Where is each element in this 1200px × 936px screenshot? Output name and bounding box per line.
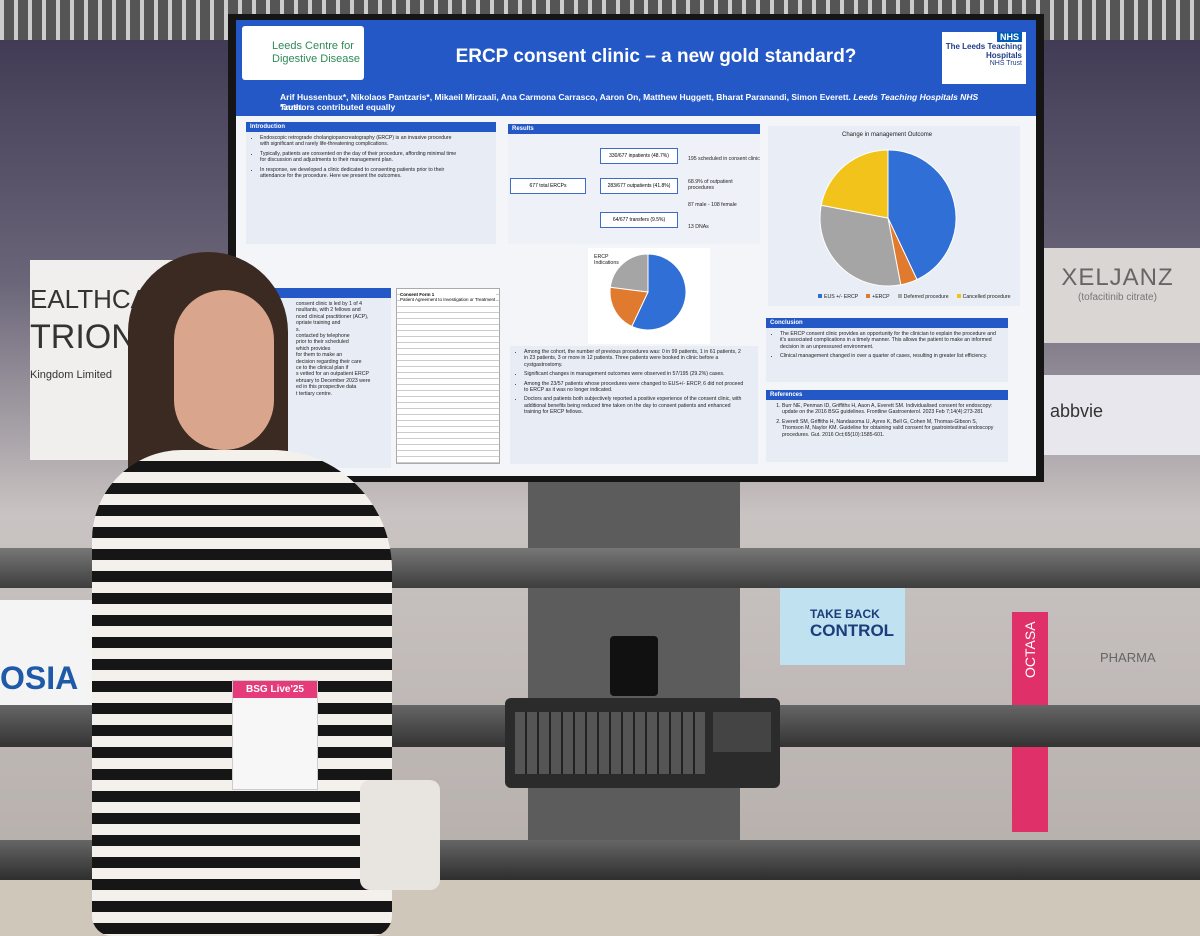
section-heading: Introduction [246, 122, 496, 132]
section-heading: Results [508, 124, 760, 134]
abbvie-stand: abbvie [1020, 375, 1200, 455]
bullet: Endoscopic retrograde cholangiopancreato… [260, 135, 460, 148]
touchpad [713, 712, 771, 752]
sign-text: TAKE BACK [810, 607, 880, 621]
legend-swatch [866, 294, 871, 298]
note: *authors contributed equally [280, 102, 396, 112]
method-line: for them to make an [296, 352, 343, 359]
flow-detail: 87 male - 108 female [688, 202, 737, 208]
osia-sign: OSIA [0, 600, 100, 720]
bullet: Significant changes in management outcom… [524, 371, 746, 377]
sign-text: CONTROL [810, 621, 895, 640]
pie-slice [820, 149, 889, 219]
results-text: Among the cohort, the number of previous… [510, 346, 758, 464]
sign-text: XELJANZ [1061, 264, 1174, 291]
method-line: which provides [296, 345, 331, 352]
reference: Everett SM, Griffiths H, Nandasoma U, Ay… [782, 419, 1000, 438]
sign-text: PHARMA [1100, 650, 1156, 665]
banner-text: Kingdom Limited [30, 369, 112, 381]
reference: Burr NE, Penman ID, Griffiths H, Aaon A,… [782, 403, 1000, 416]
bullet: In response, we developed a clinic dedic… [260, 167, 460, 180]
section-heading: References [766, 390, 1008, 400]
affiliation: Leeds Teaching Hospitals NHS Trust. [280, 92, 979, 112]
nhs-mark: NHS [996, 32, 1022, 42]
method-line: ce to the clinical plan if [296, 365, 349, 372]
legend-swatch [956, 294, 961, 298]
legend-label: Deferred procedure [903, 294, 949, 300]
poster-header [236, 20, 1036, 116]
bullet: Clinical management changed in over a qu… [780, 353, 1002, 359]
method-line: ed in this prospective data [296, 384, 357, 391]
pie-slice [631, 253, 687, 331]
authors: Arif Hussenbux*, Nikolaos Pantzaris*, Mi… [280, 92, 851, 102]
keys [515, 712, 705, 774]
method-line: opriate training and [296, 320, 341, 327]
sign-text: OSIA [0, 660, 79, 696]
authors-line: Arif Hussenbux*, Nikolaos Pantzaris*, Mi… [280, 92, 980, 112]
poster-title: ERCP consent clinic – a new gold standar… [455, 46, 857, 67]
form-title: Consent Form 1 [400, 292, 496, 297]
pie-slice [887, 149, 957, 281]
bullet: Among the cohort, the number of previous… [524, 349, 746, 368]
keyboard [505, 698, 780, 788]
sign-text: (tofacitinib citrate) [1078, 292, 1157, 303]
flow-detail: 68.9% of outpatient procedures [688, 179, 733, 192]
badge: BSG Live'25 [232, 680, 318, 790]
control-sign: TAKE BACK CONTROL [780, 585, 905, 665]
method-line: prior to their scheduled [296, 339, 349, 346]
flow-detail: 13 DNAs [688, 224, 709, 230]
pie-slice [609, 286, 649, 328]
nhs-logo: NHS The Leeds Teaching Hospitals NHS Tru… [942, 32, 1026, 84]
section-heading: Conclusion [766, 318, 1008, 328]
method-line: nced clinical practitioner (ACP), [296, 313, 369, 320]
flow-box: 283/677 outpatients (41.8%) [600, 178, 678, 194]
method-line: t tertiary centre. [296, 390, 333, 397]
logo: Leeds Centre for Digestive Disease [242, 26, 364, 80]
legend-label: +ERCP [872, 294, 890, 300]
method-line: contacted by telephone [296, 333, 350, 340]
results-flow: Results 677 total ERCPs 330/677 inpatien… [508, 124, 760, 244]
xeljanz-sign: XELJANZ (tofacitinib citrate) [1035, 248, 1200, 343]
form-subtitle: Patient Agreement to Investigation or Tr… [400, 297, 496, 302]
face [174, 290, 274, 450]
nhs-trust: NHS Trust [989, 60, 1022, 67]
sign-text: abbvie [1050, 401, 1104, 421]
legend-swatch [897, 294, 902, 298]
poster: Leeds Centre for Digestive Disease NHS T… [236, 20, 1036, 476]
nhs-name: The Leeds Teaching Hospitals [945, 42, 1022, 60]
legend-label: Cancelled procedure [962, 294, 1011, 300]
method-line: decision regarding their care [296, 358, 362, 365]
flow-detail: 195 scheduled in consent clinic [688, 156, 760, 162]
bullet: Doctors and patients both subjectively r… [524, 396, 746, 415]
bullet: Typically, patients are consented on the… [260, 151, 460, 164]
references: References Burr NE, Penman ID, Griffiths… [766, 390, 1008, 462]
pie-title: ERCP Indications [594, 254, 619, 267]
pie-slice [819, 204, 902, 287]
pie-title: Change in management Outcome [842, 132, 933, 138]
flow-box: 330/677 inpatients (48.7%) [600, 148, 678, 164]
bullet: Among the 23/57 patients whose procedure… [524, 381, 746, 394]
bullet: The ERCP consent clinic provides an oppo… [780, 331, 1002, 350]
phone-holder [610, 636, 658, 696]
method-line: nsultants, with 2 fellows and [296, 307, 361, 314]
method-line: s. [296, 326, 301, 333]
badge-text: BSG Live'25 [233, 681, 317, 698]
method-line: s vetted for an outpatient ERCP [296, 371, 369, 378]
method-line: consent clinic is led by 1 of 4 [296, 301, 363, 307]
legend-label: EUS +/- ERCP [824, 294, 859, 300]
method-line: ebruary to December 2023 were [296, 377, 371, 384]
pie-slice [609, 253, 649, 293]
conclusion: Conclusion The ERCP consent clinic provi… [766, 318, 1008, 382]
banner-text: TRION [30, 318, 136, 356]
flow-box: 64/677 transfers (9.5%) [600, 212, 678, 228]
consent-form: Consent Form 1 Patient Agreement to Inve… [396, 288, 500, 464]
flow-box: 677 total ERCPs [510, 178, 586, 194]
legend-swatch [818, 294, 822, 298]
introduction: Introduction Endoscopic retrograde chola… [246, 122, 496, 244]
handbag [360, 780, 440, 890]
